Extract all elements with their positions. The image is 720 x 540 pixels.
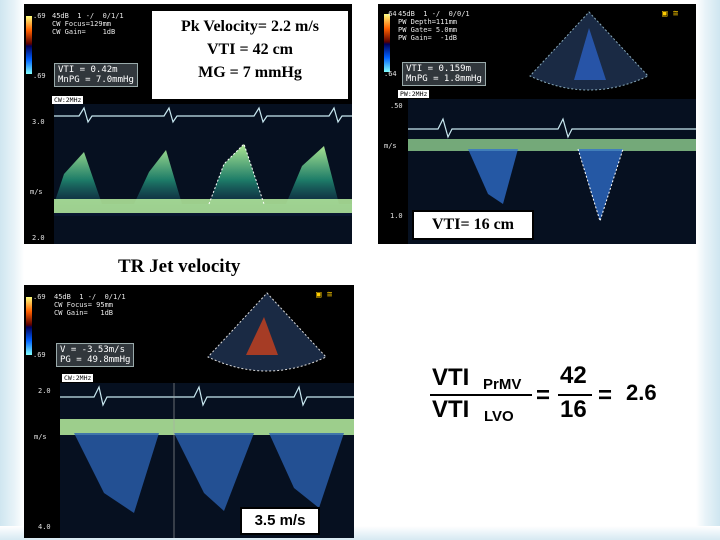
color-scale-bar [384,14,390,72]
ratio-result: 2.6 [626,380,657,405]
equals-sign-2: = [598,382,613,409]
color-scale-top: .69 [33,293,46,301]
sector-scan-image [529,11,649,91]
spectral-doppler-trace [60,383,354,538]
numerator-subscript: PrMV [483,376,522,393]
doppler-mode-label: PW:2MHz [398,90,430,98]
pw-lvot-doppler-image: .64 .64 45dB 1 -/ 0/0/1 PW Depth=111mm P… [378,4,696,244]
velocity-scale-bottom: 4.0 [38,523,51,531]
denominator-value: 16 [560,396,587,423]
color-scale-top: .69 [33,12,46,20]
vti-readout: VTI = 0.42m MnPG = 7.0mmHg [54,63,138,87]
left-decorative-stripe [0,0,24,540]
numerator-label: VTI [432,364,470,391]
spectral-doppler-trace [408,99,696,244]
velocity-scale-unit: m/s [34,433,47,441]
tr-velocity-caption: 3.5 m/s [240,507,320,535]
denominator-label: VTI [432,396,470,423]
velocity-scale-top: .50 [390,102,403,110]
cw-mitral-doppler-image: .69 .69 45dB 1 -/ 0/1/1 CW Focus=129mm C… [24,4,352,244]
color-scale-top: .64 [384,10,397,18]
right-decorative-stripe [696,0,720,540]
machine-settings-header: 45dB 1 -/ 0/1/1 CW Focus= 95mm CW Gain= … [54,293,126,317]
machine-settings-header: 45dB 1 -/ 0/0/1 PW Depth=111mm PW Gate= … [398,10,470,42]
fraction-line [430,394,532,396]
color-scale-bottom: .69 [33,351,46,359]
mitral-measurement-caption: Pk Velocity= 2.2 m/s VTI = 42 cm MG = 7 … [150,9,350,101]
vti-text: VTI = 42 cm [207,41,293,58]
velocity-scale-top: 3.0 [32,118,45,126]
doppler-mode-label: CW:2MHz [52,96,84,104]
value-fraction-line [558,394,592,396]
peak-velocity-text: Pk Velocity= 2.2 m/s [180,18,319,35]
doppler-mode-label: CW:2MHz [62,374,94,382]
vti-readout: VTI = 0.159m MnPG = 1.8mmHg [402,62,486,86]
velocity-scale-unit: m/s [30,188,43,196]
velocity-scale-bottom: 2.0 [32,234,45,242]
orientation-marker-icon: ▣ ≅ [662,9,679,19]
sector-scan-image [207,292,327,372]
lvot-vti-caption: VTI= 16 cm [412,210,534,240]
denominator-subscript: LVO [484,408,514,425]
color-scale-bar [26,297,32,355]
velocity-scale-top: 2.0 [38,387,51,395]
numerator-value: 42 [560,362,587,389]
cw-tr-jet-doppler-image: .69 .69 45dB 1 -/ 0/1/1 CW Focus= 95mm C… [24,285,354,538]
color-scale-bottom: .69 [33,72,46,80]
equals-sign-1: = [536,382,551,409]
velocity-scale-unit: m/s [384,142,397,150]
mean-gradient-text: MG = 7 mmHg [198,64,302,81]
color-scale-bottom: .64 [384,70,397,78]
machine-settings-header: 45dB 1 -/ 0/1/1 CW Focus=129mm CW Gain= … [52,12,124,36]
velocity-readout: V = -3.53m/s PG = 49.8mmHg [56,343,135,367]
velocity-scale-bottom: 1.0 [390,212,403,220]
tr-jet-heading: TR Jet velocity [118,256,241,277]
orientation-marker-icon: ▣ ≅ [316,290,333,300]
color-scale-bar [26,16,32,74]
spectral-doppler-trace [54,104,352,244]
